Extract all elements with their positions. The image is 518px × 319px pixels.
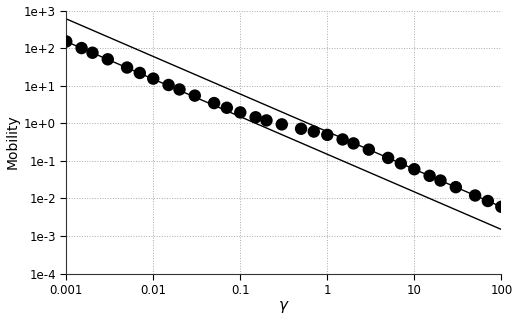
Point: [436, 178, 444, 183]
Point: [104, 57, 112, 62]
Point: [338, 137, 347, 142]
Point: [452, 185, 460, 190]
Point: [297, 126, 305, 131]
Point: [397, 161, 405, 166]
Point: [484, 198, 492, 204]
Point: [175, 87, 183, 92]
Point: [425, 173, 434, 178]
X-axis label: γ: γ: [279, 299, 289, 314]
Point: [349, 141, 357, 146]
Point: [497, 204, 506, 209]
Point: [310, 129, 318, 134]
Point: [223, 105, 231, 110]
Y-axis label: Mobility: Mobility: [6, 115, 20, 169]
Point: [164, 82, 172, 87]
Point: [323, 132, 332, 137]
Point: [384, 155, 392, 160]
Point: [78, 46, 86, 51]
Point: [251, 115, 260, 120]
Point: [471, 193, 479, 198]
Point: [136, 70, 144, 76]
Point: [236, 110, 244, 115]
Point: [191, 93, 199, 98]
Point: [62, 39, 70, 44]
Point: [88, 50, 96, 55]
Point: [278, 122, 286, 127]
Point: [210, 100, 218, 106]
Point: [123, 65, 131, 70]
Point: [410, 167, 419, 172]
Point: [365, 147, 373, 152]
Point: [149, 76, 157, 81]
Point: [262, 118, 270, 123]
